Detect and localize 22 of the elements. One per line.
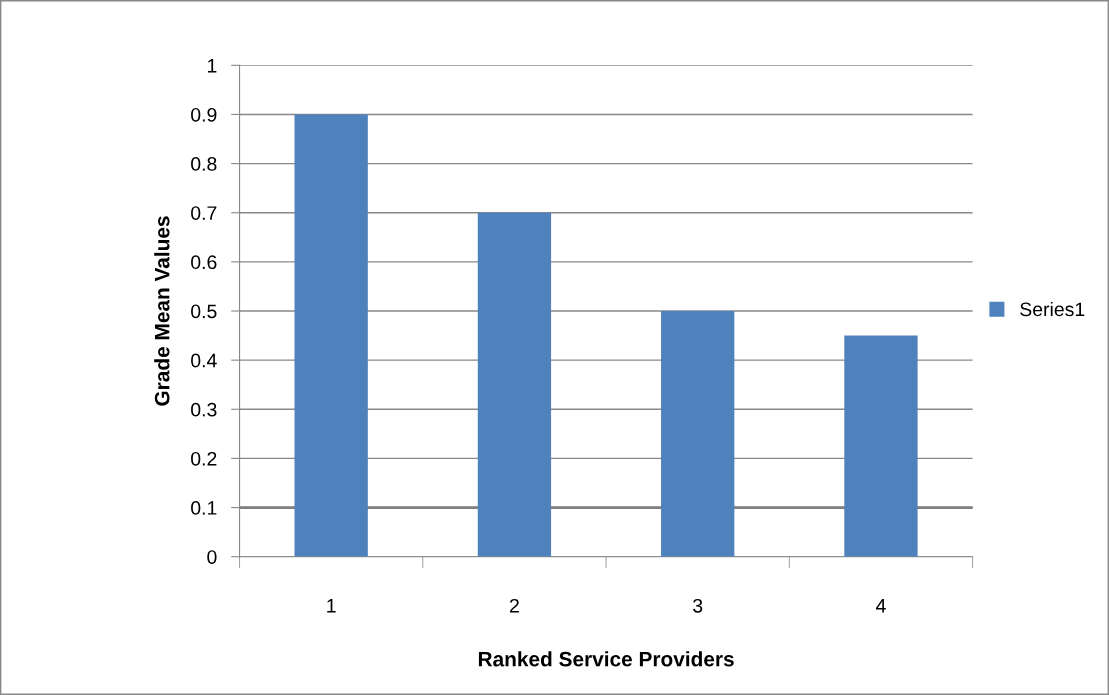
- bar: [294, 114, 368, 557]
- bar: [661, 311, 735, 557]
- y-axis-title: Grade Mean Values: [154, 216, 170, 406]
- legend-label: Series1: [1020, 301, 1085, 317]
- y-tick-label: 0.2: [191, 451, 217, 466]
- y-tick-label: 0.9: [191, 107, 217, 122]
- y-tick-label: 0.6: [191, 255, 217, 270]
- y-tick-label: 0.1: [191, 501, 217, 515]
- x-tick-label: 4: [876, 599, 886, 613]
- x-tick-label: 3: [693, 598, 703, 613]
- bar: [844, 335, 918, 557]
- x-tick-label: 2: [510, 598, 519, 613]
- y-tick-label: 0.3: [191, 402, 217, 417]
- y-tick-label: 0.5: [191, 304, 217, 319]
- y-tick-label: 0.4: [191, 353, 217, 368]
- bar: [477, 212, 552, 557]
- y-tick-label: 1: [207, 59, 217, 73]
- y-tick-label: 0.8: [191, 157, 217, 171]
- x-tick-label: 1: [327, 599, 336, 613]
- x-axis-title: Ranked Service Providers: [478, 651, 734, 667]
- y-tick-label: 0.7: [191, 206, 217, 220]
- y-tick-label: 0: [207, 550, 217, 564]
